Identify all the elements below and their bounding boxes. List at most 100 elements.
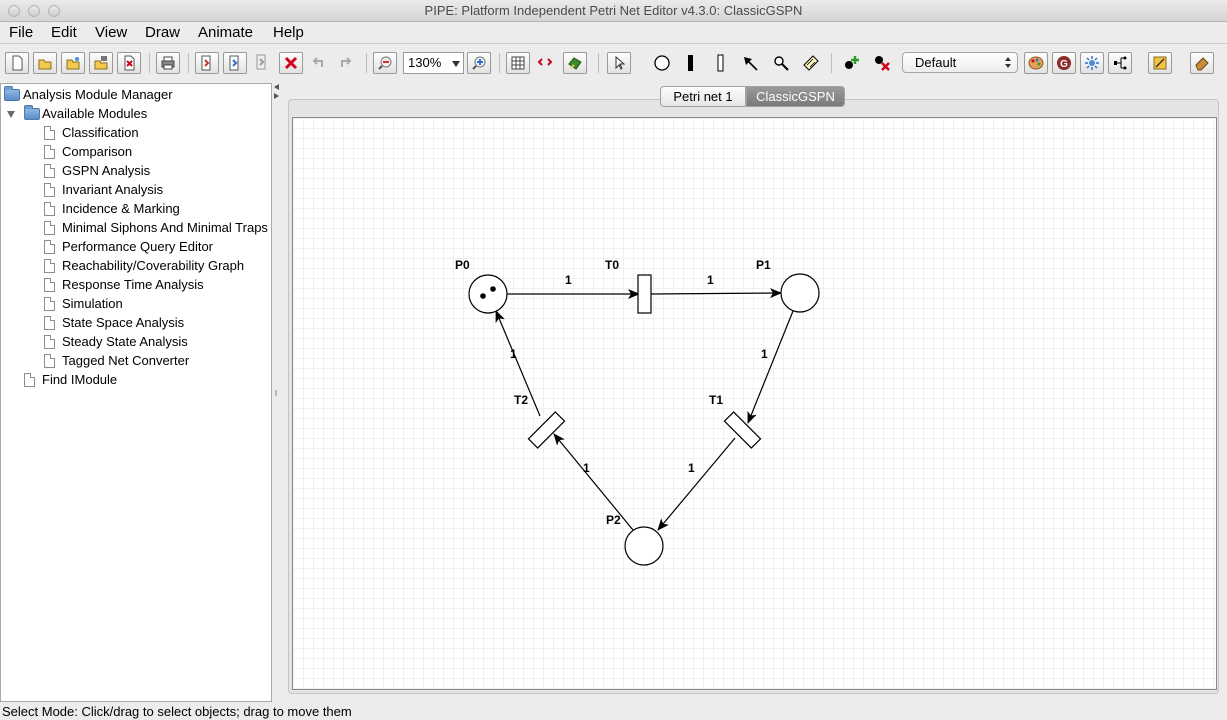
guard-icon: G xyxy=(1057,56,1071,70)
collapse-arrows-icon[interactable] xyxy=(272,83,282,123)
tree-item-module[interactable]: Comparison xyxy=(41,143,269,161)
immediate-transition-button[interactable] xyxy=(679,52,703,74)
tree-item-module[interactable]: Incidence & Marking xyxy=(41,200,269,218)
menu-view[interactable]: View xyxy=(95,24,128,41)
transition-t0[interactable] xyxy=(637,274,652,314)
tree-item-module[interactable]: Performance Query Editor xyxy=(41,238,269,256)
edit-functions-button[interactable] xyxy=(1148,52,1172,74)
arc-tool-button[interactable] xyxy=(738,52,762,74)
menu-draw[interactable]: Draw xyxy=(145,24,181,41)
import-button[interactable] xyxy=(223,52,247,74)
tab-classicgspn[interactable]: ClassicGSPN xyxy=(746,86,845,107)
place-p0[interactable] xyxy=(468,274,508,314)
arc-p2-t2[interactable] xyxy=(553,433,634,531)
delete-button[interactable] xyxy=(279,52,303,74)
tree-item-module[interactable]: Steady State Analysis xyxy=(41,333,269,351)
timed-transition-button[interactable] xyxy=(709,52,733,74)
menu-edit[interactable]: Edit xyxy=(51,24,77,41)
tree-item-module[interactable]: GSPN Analysis xyxy=(41,162,269,180)
add-token-button[interactable] xyxy=(840,52,864,74)
tree-item-module[interactable]: Response Time Analysis xyxy=(41,276,269,294)
document-icon xyxy=(44,240,55,254)
export-button[interactable] xyxy=(195,52,219,74)
zoom-window-button[interactable] xyxy=(48,5,60,17)
transition-t1[interactable] xyxy=(723,411,762,449)
zoom-in-button[interactable] xyxy=(467,52,491,74)
tree-item-module[interactable]: Reachability/Coverability Graph xyxy=(41,257,269,275)
inhibitor-arc-button[interactable] xyxy=(769,52,793,74)
guard-button[interactable]: G xyxy=(1052,52,1076,74)
arc-weight-p2-t2: 1 xyxy=(583,461,590,475)
print-button[interactable] xyxy=(156,52,180,74)
token-colour-button[interactable] xyxy=(1024,52,1048,74)
tree-item-label: Simulation xyxy=(62,296,123,311)
tree-item-module[interactable]: Minimal Siphons And Minimal Traps xyxy=(41,219,269,237)
tree-item-module[interactable]: State Space Analysis xyxy=(41,314,269,332)
select-pointer-button[interactable] xyxy=(607,52,631,74)
arc-t2-p0[interactable] xyxy=(495,310,541,417)
delete-token-button[interactable] xyxy=(870,52,894,74)
tree-item-module[interactable]: Classification xyxy=(41,124,269,142)
place-p1[interactable] xyxy=(780,273,820,313)
transition-t2[interactable] xyxy=(527,411,566,449)
token-class-dropdown[interactable]: Default xyxy=(902,52,1018,73)
document-icon xyxy=(44,183,55,197)
new-file-button[interactable] xyxy=(5,52,29,74)
open-example-button[interactable] xyxy=(61,52,85,74)
document-icon xyxy=(44,316,55,330)
eraser-button[interactable] xyxy=(1190,52,1214,74)
open-example-icon xyxy=(66,57,80,70)
tree-item-find-imodule[interactable]: Find IModule xyxy=(21,371,261,389)
print-icon xyxy=(161,56,175,70)
zoom-level-combo[interactable]: 130% xyxy=(403,52,464,74)
token-colour-icon xyxy=(1028,56,1044,70)
arc-t1-p2[interactable] xyxy=(657,437,736,531)
token xyxy=(490,286,496,292)
close-file-button[interactable] xyxy=(117,52,141,74)
analysis-module-tree[interactable]: Analysis Module Manager Available Module… xyxy=(0,83,272,702)
group-transitions-button[interactable] xyxy=(1108,52,1132,74)
tree-item-module[interactable]: Invariant Analysis xyxy=(41,181,269,199)
tree-item-label: Steady State Analysis xyxy=(62,334,188,349)
petri-net-graph[interactable]: P0 P1 P2 T0 T1 T2 1 1 1 1 1 1 xyxy=(293,118,1218,691)
tab-petri-net-1[interactable]: Petri net 1 xyxy=(660,86,746,107)
undo-button[interactable] xyxy=(307,52,331,74)
annotation-button[interactable] xyxy=(799,52,823,74)
arc-t0-p1[interactable] xyxy=(650,288,782,299)
start-animation-button[interactable] xyxy=(563,52,587,74)
tree-item-module[interactable]: Tagged Net Converter xyxy=(41,352,269,370)
redo-button[interactable] xyxy=(335,52,359,74)
toggle-grid-button[interactable] xyxy=(506,52,530,74)
place-p1-label: P1 xyxy=(756,258,771,272)
folder-icon xyxy=(4,86,20,101)
petri-net-canvas[interactable]: P0 P1 P2 T0 T1 T2 1 1 1 1 1 1 xyxy=(292,117,1217,690)
rate-parameter-button[interactable] xyxy=(1080,52,1104,74)
menu-help[interactable]: Help xyxy=(273,24,304,41)
minimize-window-button[interactable] xyxy=(28,5,40,17)
expand-arrow-icon[interactable] xyxy=(7,111,15,118)
save-button[interactable] xyxy=(89,52,113,74)
menu-file[interactable]: File xyxy=(9,24,34,41)
annotation-icon xyxy=(803,55,819,71)
start-animation-icon xyxy=(568,57,582,70)
tree-folder-available-modules[interactable]: Available Modules xyxy=(4,105,264,123)
place-tool-button[interactable] xyxy=(650,52,674,74)
tree-root-analysis-module-manager[interactable]: Analysis Module Manager xyxy=(4,86,264,104)
zoom-out-button[interactable] xyxy=(373,52,397,74)
tree-item-label: Minimal Siphons And Minimal Traps xyxy=(62,220,268,235)
menu-animate[interactable]: Animate xyxy=(198,24,254,41)
immediate-transition-icon xyxy=(688,55,693,71)
place-p2[interactable] xyxy=(624,526,664,566)
drag-mode-button[interactable] xyxy=(534,52,558,74)
document-icon xyxy=(44,221,55,235)
split-pane-divider[interactable] xyxy=(272,83,282,702)
folder-icon xyxy=(24,105,40,120)
close-window-button[interactable] xyxy=(8,5,20,17)
arc-p1-t1[interactable] xyxy=(747,310,794,424)
save-as-button[interactable] xyxy=(251,52,275,74)
open-button[interactable] xyxy=(33,52,57,74)
tree-item-module[interactable]: Simulation xyxy=(41,295,269,313)
chevron-up-icon xyxy=(1005,57,1011,61)
inhibitor-arc-icon xyxy=(774,56,789,71)
save-icon xyxy=(94,56,108,70)
